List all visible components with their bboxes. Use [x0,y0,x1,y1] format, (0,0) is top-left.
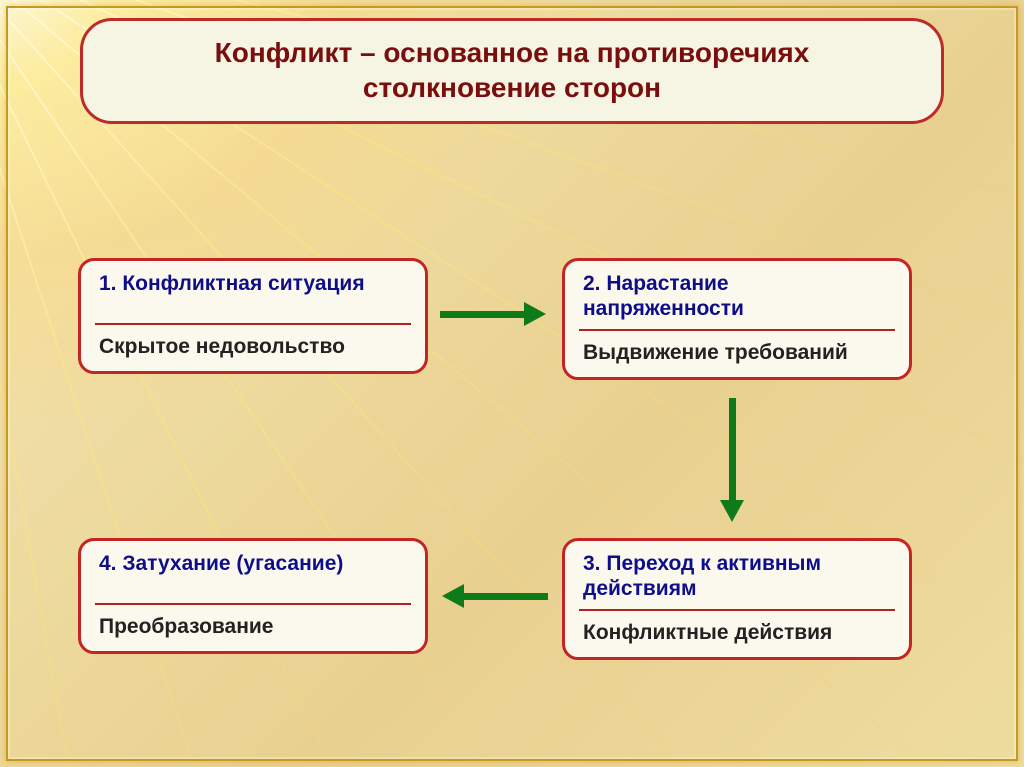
stage-box-4: 4. Затухание (угасание)Преобразование [78,538,428,654]
stage-head-2: 2. Нарастание напряженности [565,261,909,329]
stage-body-3: Конфликтные действия [565,611,909,657]
stage-box-2: 2. Нарастание напряженностиВыдвижение тр… [562,258,912,380]
stage-head-3: 3. Переход к активным действиям [565,541,909,609]
title-box: Конфликт – основанное на противоречиях с… [80,18,944,124]
stage-head-1: 1. Конфликтная ситуация [81,261,425,323]
stage-box-3: 3. Переход к активным действиямКонфликтн… [562,538,912,660]
stage-body-1: Скрытое недовольство [81,325,425,371]
stage-body-4: Преобразование [81,605,425,651]
title-text: Конфликт – основанное на противоречиях с… [123,35,901,105]
stage-head-4: 4. Затухание (угасание) [81,541,425,603]
stage-box-1: 1. Конфликтная ситуацияСкрытое недовольс… [78,258,428,374]
stage-body-2: Выдвижение требований [565,331,909,377]
